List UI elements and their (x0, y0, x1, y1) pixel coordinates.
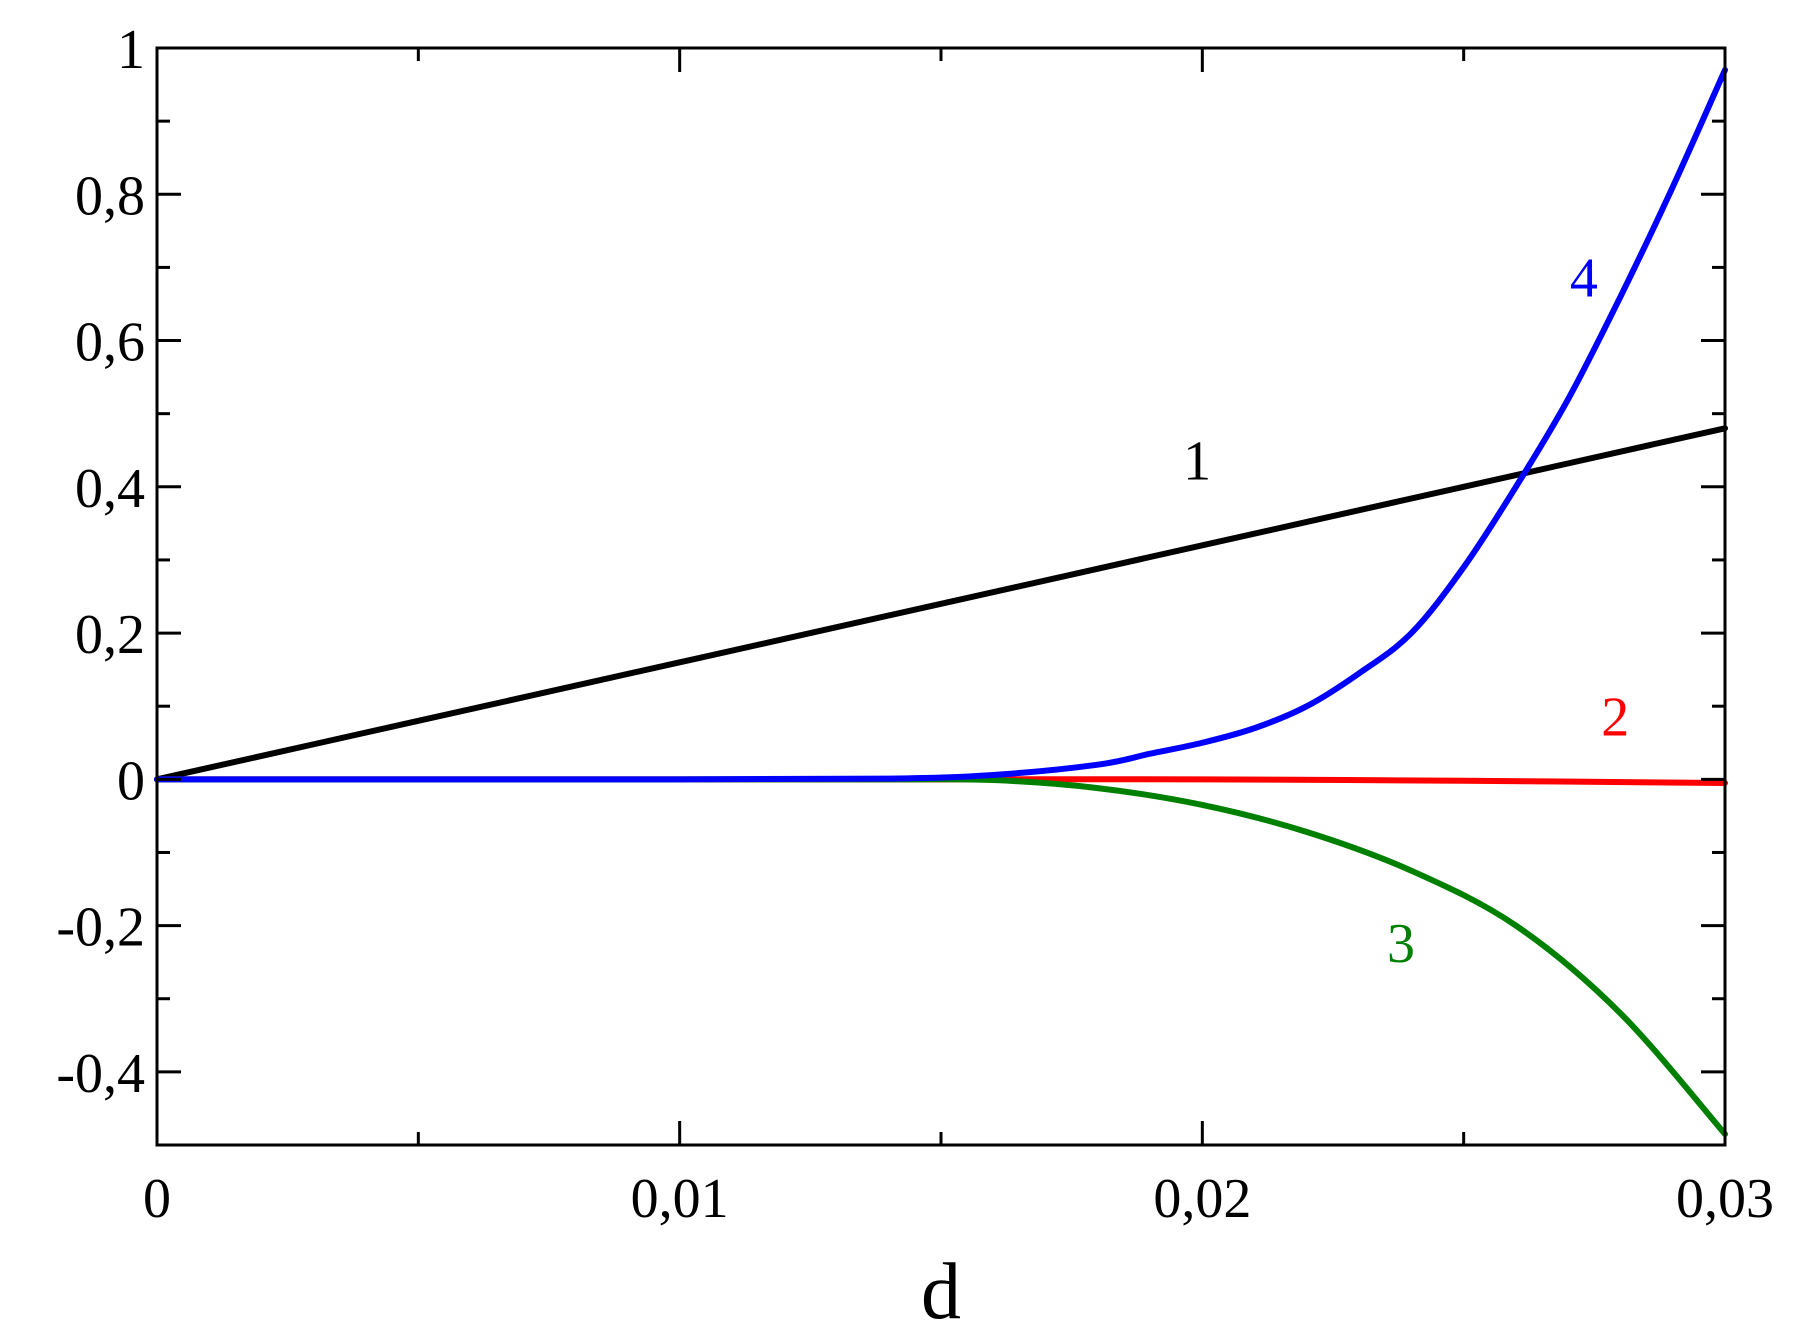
series-2-label: 2 (1601, 686, 1629, 748)
series-1-line (154, 425, 1728, 783)
x-tick-label: 0,03 (1676, 1168, 1774, 1230)
x-tick-label: 0,01 (631, 1168, 729, 1230)
series-3-line (154, 776, 1728, 1138)
y-tick-label: 0,2 (75, 604, 145, 666)
series-3-label: 3 (1387, 913, 1415, 975)
x-tick-label: 0,02 (1153, 1168, 1251, 1230)
curve-labels-group: 1 2 3 4 (1183, 248, 1629, 976)
series-4-label: 4 (1570, 248, 1598, 310)
y-tick-label: 0 (117, 750, 145, 812)
y-tick-label: -0,4 (56, 1043, 145, 1105)
y-tick-label: 0,4 (75, 458, 145, 520)
x-axis-title: d (921, 1248, 961, 1336)
series-4-line (154, 66, 1728, 783)
ticks-group (155, 46, 1727, 1145)
tick-labels-group: 0 0,01 0,02 0,03 -0,4 -0,2 0 0,2 0,4 0,6 0,8 1 (56, 19, 1774, 1230)
y-tick-label: 0,6 (75, 312, 145, 374)
y-tick-label: 0,8 (75, 165, 145, 227)
series-1-label: 1 (1183, 430, 1211, 492)
x-tick-label: 0 (143, 1168, 171, 1230)
plot-frame (155, 46, 1727, 1147)
y-tick-label: -0,2 (56, 897, 145, 959)
y-tick-label: 1 (117, 19, 145, 81)
curves-group (154, 66, 1728, 1138)
